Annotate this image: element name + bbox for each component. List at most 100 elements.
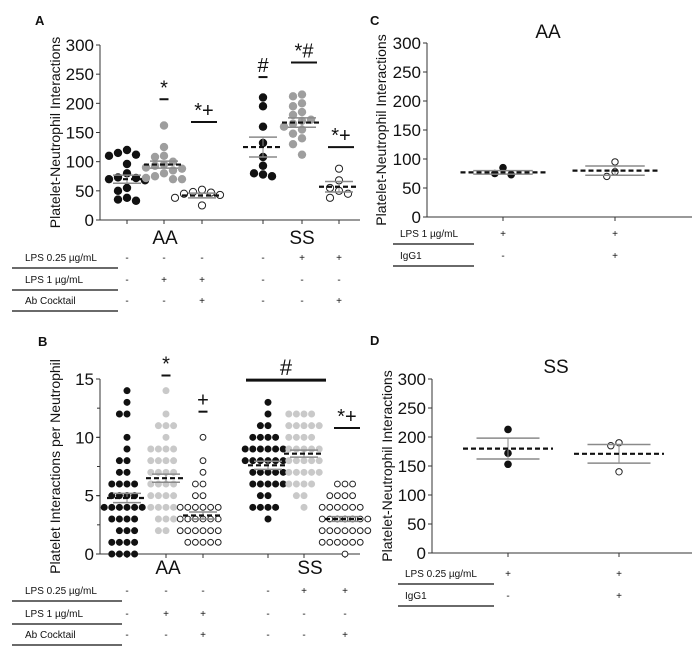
- y-tick-label: 50: [402, 179, 421, 198]
- data-point: [123, 527, 131, 535]
- data-point: [159, 169, 169, 178]
- significance-marker: *+: [194, 100, 213, 122]
- data-point: [364, 515, 372, 523]
- data-point: [162, 527, 170, 535]
- data-point: [176, 515, 184, 523]
- data-group: [574, 439, 664, 476]
- data-point: [256, 445, 264, 453]
- condition-value: -: [300, 275, 303, 286]
- data-point: [214, 538, 222, 546]
- condition-value: -: [337, 275, 340, 286]
- data-point: [258, 170, 268, 179]
- data-group: *#: [279, 41, 322, 159]
- data-group: *: [141, 77, 187, 184]
- data-point: [256, 503, 264, 511]
- data-point: [326, 538, 334, 546]
- data-point: [285, 422, 293, 430]
- condition-label: LPS 1 µg/mL: [25, 275, 83, 286]
- data-point: [318, 515, 326, 523]
- data-point: [159, 121, 169, 130]
- data-point: [177, 174, 187, 184]
- data-point: [192, 527, 199, 535]
- data-point: [150, 172, 160, 181]
- condition-value: +: [200, 630, 206, 641]
- y-axis-label: Platelet-Neutrophil Interactions: [373, 34, 389, 225]
- data-point: [300, 410, 308, 418]
- y-tick-label: 100: [393, 150, 421, 169]
- data-point: [131, 515, 139, 523]
- data-point: [300, 433, 308, 441]
- condition-value: +: [612, 251, 618, 262]
- condition-value: -: [300, 296, 303, 307]
- data-point: [170, 445, 178, 453]
- data-point: [199, 468, 207, 476]
- group-label: AA: [152, 228, 178, 249]
- data-point: [159, 142, 169, 152]
- y-tick-label: 5: [85, 487, 94, 506]
- data-point: [131, 150, 141, 159]
- data-point: [279, 457, 287, 465]
- condition-value: -: [343, 609, 346, 620]
- data-point: [264, 503, 272, 511]
- data-point: [349, 492, 357, 500]
- condition-value: -: [125, 630, 128, 641]
- condition-value: +: [500, 229, 506, 240]
- data-point: [334, 164, 344, 173]
- panel-d: D SS 0 50 100 150 200 250 300Platelet-Neutrophil…: [370, 333, 692, 607]
- data-point: [241, 457, 249, 465]
- data-point: [256, 480, 264, 488]
- data-group: [460, 163, 546, 179]
- data-point: [292, 410, 300, 418]
- condition-value: +: [336, 253, 342, 264]
- data-point: [176, 527, 184, 535]
- panel-title: SS: [543, 357, 568, 378]
- data-group: *+: [319, 125, 359, 202]
- data-point: [300, 492, 308, 500]
- data-point: [315, 422, 323, 430]
- y-tick-label: 0: [85, 211, 94, 230]
- data-point: [325, 183, 335, 193]
- data-point: [300, 422, 308, 430]
- data-point: [334, 538, 341, 546]
- data-point: [349, 538, 357, 546]
- data-point: [249, 480, 257, 488]
- condition-value: -: [162, 296, 165, 307]
- data-point: [123, 550, 131, 558]
- data-point: [199, 480, 207, 488]
- data-point: [504, 460, 512, 469]
- significance-marker: *: [160, 77, 168, 99]
- panel-letter: C: [370, 13, 380, 28]
- data-point: [285, 480, 293, 488]
- data-point: [288, 102, 298, 111]
- data-point: [162, 515, 170, 523]
- data-point: [334, 492, 341, 500]
- data-point: [192, 503, 199, 511]
- data-point: [154, 445, 162, 453]
- y-tick-label: 100: [66, 153, 94, 172]
- data-point: [170, 457, 178, 465]
- data-point: [279, 468, 287, 476]
- panel-letter: A: [35, 13, 45, 28]
- y-tick-label: 0: [417, 544, 426, 563]
- data-group: [572, 158, 658, 181]
- data-group: [104, 145, 150, 205]
- data-point: [264, 422, 272, 430]
- data-point: [123, 468, 131, 476]
- data-point: [341, 492, 349, 500]
- condition-value: -: [200, 253, 203, 264]
- data-point: [288, 110, 298, 120]
- data-group: *+: [170, 100, 225, 210]
- data-point: [349, 480, 357, 488]
- data-point: [104, 151, 114, 161]
- condition-value: +: [342, 630, 348, 641]
- data-point: [258, 122, 268, 131]
- data-point: [177, 164, 187, 173]
- data-point: [258, 93, 268, 102]
- data-point: [297, 99, 307, 108]
- data-point: [341, 480, 349, 488]
- condition-value: -: [261, 275, 264, 286]
- data-point: [349, 503, 357, 511]
- data-point: [141, 173, 151, 183]
- data-point: [279, 122, 289, 131]
